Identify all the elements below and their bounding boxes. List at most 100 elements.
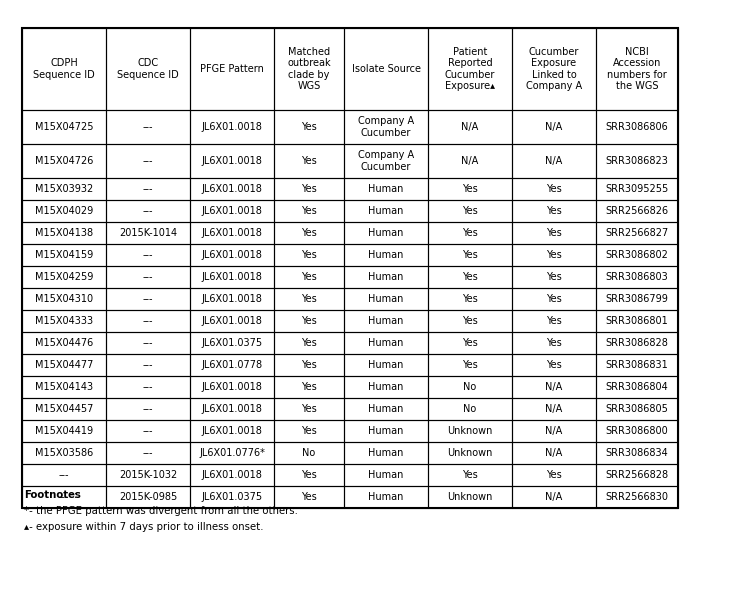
Text: N/A: N/A	[545, 156, 562, 166]
Text: Yes: Yes	[462, 316, 478, 326]
Text: Human: Human	[368, 470, 404, 480]
Bar	[344, 144, 428, 178]
Text: PFGE Pattern: PFGE Pattern	[200, 64, 264, 74]
Bar	[596, 28, 678, 110]
Text: Yes: Yes	[301, 184, 316, 194]
Bar	[512, 28, 596, 110]
Bar	[344, 222, 428, 244]
Text: M15X04259: M15X04259	[34, 272, 93, 282]
Bar	[190, 354, 274, 376]
Bar	[344, 288, 428, 310]
Text: Yes: Yes	[546, 360, 562, 370]
Bar	[22, 266, 106, 288]
Bar	[512, 144, 596, 178]
Bar	[344, 178, 428, 200]
Bar	[106, 376, 190, 398]
Text: M15X04310: M15X04310	[35, 294, 93, 304]
Text: SRR3086823: SRR3086823	[605, 156, 668, 166]
Text: Yes: Yes	[301, 360, 316, 370]
Bar	[512, 486, 596, 508]
Text: Company A
Cucumber: Company A Cucumber	[358, 150, 414, 172]
Bar	[428, 266, 512, 288]
Bar	[512, 442, 596, 464]
Bar	[428, 110, 512, 144]
Text: ---: ---	[142, 122, 153, 132]
Bar	[596, 310, 678, 332]
Bar	[274, 442, 344, 464]
Bar	[512, 266, 596, 288]
Bar	[512, 398, 596, 420]
Text: SRR2566830: SRR2566830	[605, 492, 668, 502]
Text: Yes: Yes	[462, 250, 478, 260]
Text: Yes: Yes	[301, 228, 316, 238]
Text: Human: Human	[368, 316, 404, 326]
Text: JL6X01.0018: JL6X01.0018	[202, 294, 262, 304]
Text: M15X04029: M15X04029	[34, 206, 93, 216]
Bar	[428, 398, 512, 420]
Text: N/A: N/A	[545, 492, 562, 502]
Bar	[274, 376, 344, 398]
Bar	[512, 222, 596, 244]
Bar	[22, 354, 106, 376]
Bar	[190, 28, 274, 110]
Text: Human: Human	[368, 184, 404, 194]
Text: SRR3086800: SRR3086800	[606, 426, 668, 436]
Bar	[190, 266, 274, 288]
Text: JL6X01.0018: JL6X01.0018	[202, 316, 262, 326]
Bar	[274, 222, 344, 244]
Bar	[596, 288, 678, 310]
Bar	[22, 376, 106, 398]
Text: ---: ---	[142, 250, 153, 260]
Text: M15X04457: M15X04457	[34, 404, 93, 414]
Bar	[22, 332, 106, 354]
Text: Yes: Yes	[301, 492, 316, 502]
Text: Human: Human	[368, 206, 404, 216]
Bar	[22, 420, 106, 442]
Bar	[106, 110, 190, 144]
Bar	[428, 332, 512, 354]
Bar	[428, 244, 512, 266]
Text: JL6X01.0776*: JL6X01.0776*	[199, 448, 265, 458]
Text: M15X04725: M15X04725	[34, 122, 93, 132]
Bar	[274, 354, 344, 376]
Bar	[190, 200, 274, 222]
Bar	[596, 110, 678, 144]
Bar	[106, 244, 190, 266]
Text: Human: Human	[368, 404, 404, 414]
Bar	[344, 354, 428, 376]
Bar	[190, 222, 274, 244]
Text: M15X04143: M15X04143	[35, 382, 93, 392]
Text: Human: Human	[368, 360, 404, 370]
Text: JL6X01.0018: JL6X01.0018	[202, 206, 262, 216]
Bar	[512, 332, 596, 354]
Bar	[344, 200, 428, 222]
Bar	[344, 442, 428, 464]
Text: N/A: N/A	[461, 122, 478, 132]
Text: Yes: Yes	[546, 272, 562, 282]
Text: M15X04159: M15X04159	[34, 250, 93, 260]
Bar	[22, 178, 106, 200]
Bar	[428, 486, 512, 508]
Bar	[274, 420, 344, 442]
Text: Yes: Yes	[301, 470, 316, 480]
Text: Yes: Yes	[462, 360, 478, 370]
Bar	[106, 222, 190, 244]
Text: JL6X01.0018: JL6X01.0018	[202, 250, 262, 260]
Text: JL6X01.0018: JL6X01.0018	[202, 156, 262, 166]
Text: ---: ---	[58, 470, 69, 480]
Bar	[428, 464, 512, 486]
Bar	[344, 310, 428, 332]
Text: M15X03932: M15X03932	[34, 184, 93, 194]
Text: Yes: Yes	[301, 156, 316, 166]
Text: ▴- exposure within 7 days prior to illness onset.: ▴- exposure within 7 days prior to illne…	[24, 522, 263, 532]
Text: Yes: Yes	[546, 184, 562, 194]
Text: SRR2566827: SRR2566827	[605, 228, 669, 238]
Bar	[106, 398, 190, 420]
Text: Yes: Yes	[301, 122, 316, 132]
Bar	[344, 110, 428, 144]
Text: M15X04333: M15X04333	[35, 316, 93, 326]
Text: ---: ---	[142, 184, 153, 194]
Bar	[428, 442, 512, 464]
Text: N/A: N/A	[545, 426, 562, 436]
Text: Yes: Yes	[301, 404, 316, 414]
